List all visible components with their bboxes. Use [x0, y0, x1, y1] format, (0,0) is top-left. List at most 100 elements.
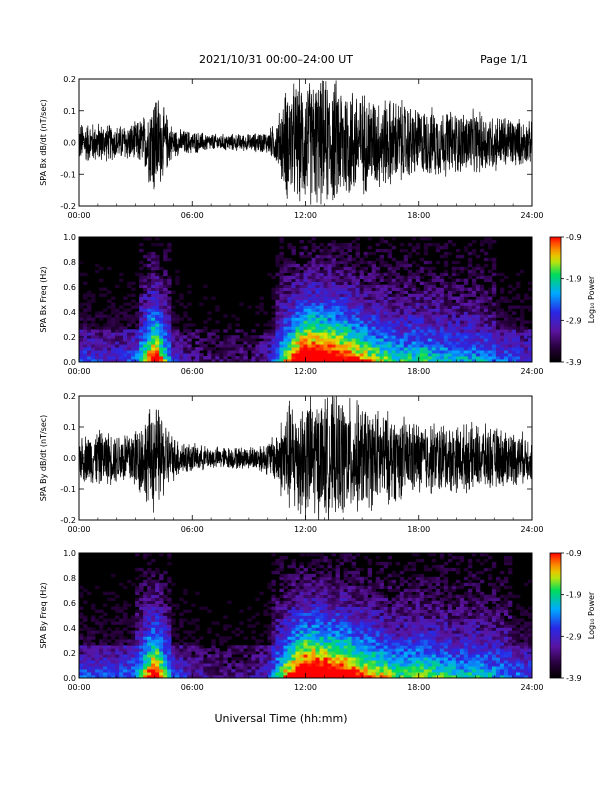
spectrogram-cell	[335, 636, 340, 640]
spectrogram-cell	[311, 618, 316, 622]
spectrogram-cell	[527, 344, 532, 348]
spectrogram-cell	[211, 675, 216, 678]
spectrogram-cell	[359, 636, 365, 640]
spectrogram-cell	[275, 320, 280, 324]
spectrogram-cell	[175, 281, 180, 286]
spectrogram-cell	[351, 263, 357, 268]
spectrogram-cell	[195, 642, 200, 646]
spectrogram-cell	[463, 320, 469, 324]
spectrogram-cell	[307, 350, 312, 354]
spectrogram-cell	[303, 609, 308, 613]
spectrogram-cell	[299, 314, 304, 318]
spectrogram-cell	[139, 281, 144, 286]
spectrogram-cell	[435, 338, 441, 342]
spectrogram-cell	[339, 242, 344, 247]
spectrogram-cell	[423, 242, 429, 247]
spectrogram-cell	[251, 654, 256, 658]
spectrogram-cell	[255, 350, 260, 354]
spectrogram-cell	[79, 621, 84, 625]
spectrogram-cell	[455, 278, 461, 283]
spectrogram-cell	[343, 293, 348, 297]
spectrogram-cell	[163, 326, 168, 330]
spectrogram-cell	[331, 567, 336, 572]
spectrogram-cell	[411, 356, 417, 360]
spectrogram-cell	[407, 332, 413, 336]
spectrogram-cell	[379, 344, 385, 348]
spectrogram-cell	[147, 329, 152, 333]
spectrogram-cell	[331, 627, 336, 631]
spectrogram-cell	[123, 347, 128, 351]
spectrogram-cell	[511, 320, 517, 324]
spectrogram-cell	[315, 639, 320, 643]
spectrogram-cell	[415, 335, 421, 339]
spectrogram-cell	[167, 305, 172, 309]
spectrogram-cell	[279, 290, 284, 294]
spectrogram-cell	[363, 591, 369, 596]
spectrogram-cell	[327, 248, 332, 253]
spectrogram-cell	[407, 353, 413, 357]
spectrogram-cell	[303, 266, 308, 271]
spectrogram-cell	[471, 266, 477, 271]
spectrogram-cell	[359, 615, 365, 619]
spectrogram-cell	[155, 284, 160, 288]
spectrogram-cell	[471, 293, 477, 297]
spectrogram-cell	[231, 338, 236, 342]
spectrogram-cell	[363, 266, 369, 271]
spectrogram-cell	[175, 648, 180, 652]
spectrogram-cell	[131, 356, 136, 360]
spectrogram-cell	[303, 618, 308, 622]
spectrogram-cell	[167, 347, 172, 351]
spectrogram-cell	[335, 287, 340, 291]
spectrogram-cell	[403, 254, 409, 259]
spectrogram-cell	[319, 651, 324, 655]
spectrogram-cell	[403, 326, 409, 330]
spectrogram-cell	[283, 594, 288, 599]
spectrogram-cell	[491, 311, 497, 315]
spectrogram-cell	[387, 302, 393, 306]
spectrogram-cell	[323, 308, 328, 312]
spectrogram-cell	[363, 663, 369, 667]
spectrogram-cell	[167, 314, 172, 318]
spectrogram-cell	[375, 335, 381, 339]
spectrogram-cell	[343, 257, 348, 262]
spectrogram-cell	[403, 296, 409, 300]
spectrogram-cell	[151, 278, 156, 283]
spectrogram-cell	[79, 329, 84, 333]
spectrogram-cell	[115, 594, 120, 599]
spectrogram-cell	[147, 612, 152, 616]
spectrogram-cell	[359, 627, 365, 631]
spectrogram-cell	[371, 296, 377, 300]
spectrogram-cell	[427, 329, 433, 333]
spectrogram-cell	[363, 615, 369, 619]
spectrogram-cell	[343, 317, 348, 321]
spectrogram-cell	[167, 257, 172, 262]
spectrogram-cell	[339, 639, 344, 643]
spectrogram-cell	[303, 648, 308, 652]
spectrogram-cell	[339, 341, 344, 345]
spectrogram-cell	[159, 320, 164, 324]
spectrogram-cell	[127, 320, 132, 324]
spectrogram-cell	[327, 356, 332, 360]
spectrogram-cell	[411, 245, 417, 250]
spectrogram-cell	[283, 654, 288, 658]
spectrogram-cell	[507, 323, 513, 327]
spectrogram-cell	[459, 341, 465, 345]
spectrogram-cell	[147, 618, 152, 622]
spectrogram-cell	[111, 359, 116, 362]
spectrogram-cell	[279, 323, 284, 327]
spectrogram-cell	[343, 314, 348, 318]
spectrogram-cell	[235, 651, 240, 655]
spectrogram-cell	[447, 281, 453, 286]
spectrogram-cell	[183, 341, 188, 345]
spectrogram-cell	[103, 344, 108, 348]
spectrogram-cell	[159, 317, 164, 321]
spectrogram-cell	[327, 612, 332, 616]
spectrogram-cell	[151, 287, 156, 291]
spectrogram-cell	[491, 266, 497, 271]
spectrogram-cell	[147, 344, 152, 348]
spectrogram-cell	[195, 359, 200, 362]
spectrogram-cell	[107, 341, 112, 345]
spectrogram-cell	[403, 320, 409, 324]
spectrogram-cell	[159, 275, 164, 280]
spectrogram-cell	[479, 239, 485, 244]
